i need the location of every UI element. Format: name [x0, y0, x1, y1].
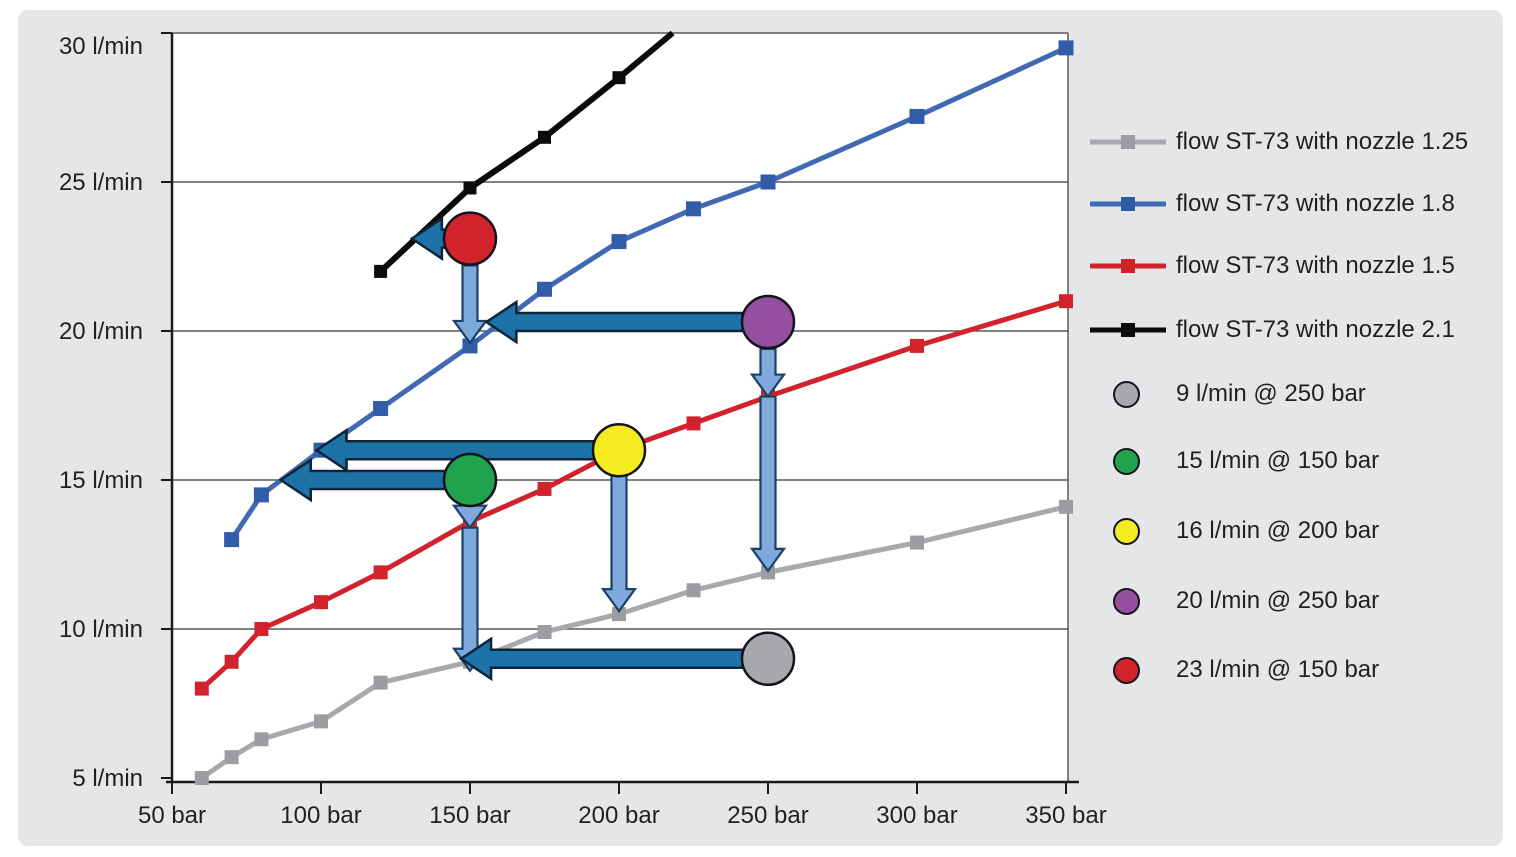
operating-point-15-l-min-150-bar: [442, 452, 498, 508]
legend-item-nozzle-2-1: flow ST-73 with nozzle 2.1: [1090, 313, 1455, 347]
legend-item-nozzle-1-25: flow ST-73 with nozzle 1.25: [1090, 125, 1468, 159]
y-tick-label: 15 l/min: [59, 467, 143, 494]
data-point-marker: [314, 595, 328, 610]
data-point-marker: [253, 487, 269, 503]
data-point-marker: [538, 130, 551, 144]
gray-point-icon: [1113, 380, 1140, 408]
arrow-green-point-to-nozzle18-curve: [278, 457, 448, 503]
legend-item-nozzle-1-5: flow ST-73 with nozzle 1.5: [1090, 249, 1455, 283]
legend-label: flow ST-73 with nozzle 2.1: [1176, 316, 1455, 343]
data-point-marker: [537, 624, 552, 639]
data-point-marker: [463, 181, 477, 195]
data-point-marker: [1059, 499, 1073, 514]
legend-item-nozzle-1-8: flow ST-73 with nozzle 1.8: [1090, 187, 1455, 221]
axes: [161, 32, 1079, 794]
data-point-marker: [686, 201, 701, 217]
operating-point-23-l-min-150-bar: [442, 211, 498, 266]
green-point-icon: [1113, 447, 1140, 475]
data-point-marker: [254, 732, 269, 747]
legend-label: 16 l/min @ 200 bar: [1176, 517, 1380, 544]
x-tick-label: 300 bar: [876, 802, 957, 829]
legend-label: flow ST-73 with nozzle 1.5: [1176, 252, 1455, 279]
arrow-purple-point-down-to-nozzle15-curve: [749, 347, 787, 399]
y-tick-label: 5 l/min: [72, 765, 143, 792]
legend-label: 9 l/min @ 250 bar: [1176, 380, 1366, 407]
data-point-marker: [611, 234, 627, 250]
x-tick-label: 350 bar: [1025, 802, 1106, 829]
purple-point-icon: [1113, 587, 1140, 615]
data-point-marker: [686, 416, 701, 431]
legend-item-point-red: 23 l/min @ 150 bar: [1090, 653, 1379, 687]
arrow-yellow-point-down-to-nozzle125-curve: [600, 472, 638, 613]
x-tick-label: 200 bar: [578, 802, 659, 829]
y-tick-label: 10 l/min: [59, 616, 143, 643]
data-point-marker: [760, 174, 776, 190]
data-point-marker: [910, 535, 924, 550]
yellow-point-icon: [1113, 517, 1140, 545]
x-tick-label: 100 bar: [280, 802, 361, 829]
y-tick-label: 25 l/min: [59, 169, 143, 196]
data-point-marker: [224, 532, 240, 548]
data-point-marker: [373, 400, 389, 416]
y-axis-tick-labels: 5 l/min 10 l/min 15 l/min 20 l/min 25 l/min 3…: [59, 33, 143, 792]
data-point-marker: [194, 771, 209, 785]
arrow-red-point-down-to-nozzle18-curve: [451, 264, 489, 345]
data-point-marker: [254, 622, 269, 636]
data-point-marker: [612, 607, 626, 622]
legend-item-point-gray: 9 l/min @ 250 bar: [1090, 377, 1366, 411]
data-point-marker: [373, 675, 388, 690]
data-point-marker: [373, 565, 388, 580]
data-point-marker: [909, 108, 925, 124]
data-point-marker: [537, 481, 552, 496]
legend-item-point-green: 15 l/min @ 150 bar: [1090, 444, 1379, 478]
arrow-yellow-point-to-nozzle18-curve: [314, 427, 595, 473]
line-swatch-nozzle-1-8: [1090, 197, 1166, 211]
x-tick-label: 150 bar: [429, 802, 510, 829]
x-tick-label: 250 bar: [727, 802, 808, 829]
y-tick-label: 30 l/min: [59, 33, 143, 60]
legend-label: flow ST-73 with nozzle 1.25: [1176, 128, 1469, 155]
data-point-marker: [1058, 40, 1074, 56]
legend-item-point-yellow: 16 l/min @ 200 bar: [1090, 514, 1379, 548]
line-swatch-nozzle-1-5: [1090, 259, 1166, 273]
arrow-purple-point-down-to-nozzle125-curve: [749, 395, 787, 573]
x-axis-tick-labels: 50 bar 100 bar 150 bar 200 bar 250 bar 300 ba…: [138, 802, 1107, 829]
arrow-purple-point-to-nozzle18-curve: [484, 299, 744, 345]
data-point-marker: [462, 338, 478, 354]
data-point-marker: [194, 681, 209, 696]
data-point-marker: [910, 338, 924, 353]
legend-label: flow ST-73 with nozzle 1.8: [1176, 190, 1455, 217]
horizontal-mapping-arrows: [278, 216, 744, 682]
data-point-marker: [612, 71, 626, 85]
data-point-marker: [314, 714, 328, 729]
line-swatch-nozzle-1-25: [1090, 135, 1166, 149]
legend-label: 15 l/min @ 150 bar: [1176, 447, 1380, 474]
legend-label: 23 l/min @ 150 bar: [1176, 656, 1380, 683]
data-point-marker: [1059, 294, 1073, 309]
x-tick-label: 50 bar: [138, 802, 206, 829]
operating-point-16-l-min-200-bar: [591, 422, 647, 478]
y-tick-label: 20 l/min: [59, 318, 143, 345]
red-point-icon: [1113, 656, 1140, 684]
data-point-marker: [686, 583, 701, 598]
data-point-marker: [224, 750, 239, 765]
arrow-gray-point-to-nozzle125-curve: [458, 636, 744, 682]
operating-point-20-l-min-250-bar: [740, 294, 796, 350]
plot-area: [172, 33, 1068, 782]
data-point-marker: [224, 654, 239, 669]
line-swatch-nozzle-2-1: [1090, 323, 1166, 337]
legend-item-point-purple: 20 l/min @ 250 bar: [1090, 584, 1379, 618]
series-flow-st-73-with-nozzle-2.1: [374, 30, 675, 278]
legend-label: 20 l/min @ 250 bar: [1176, 587, 1380, 614]
data-point-marker: [537, 281, 552, 297]
operating-point-9-l-min-250-bar: [740, 631, 796, 687]
data-point-marker: [374, 264, 388, 278]
